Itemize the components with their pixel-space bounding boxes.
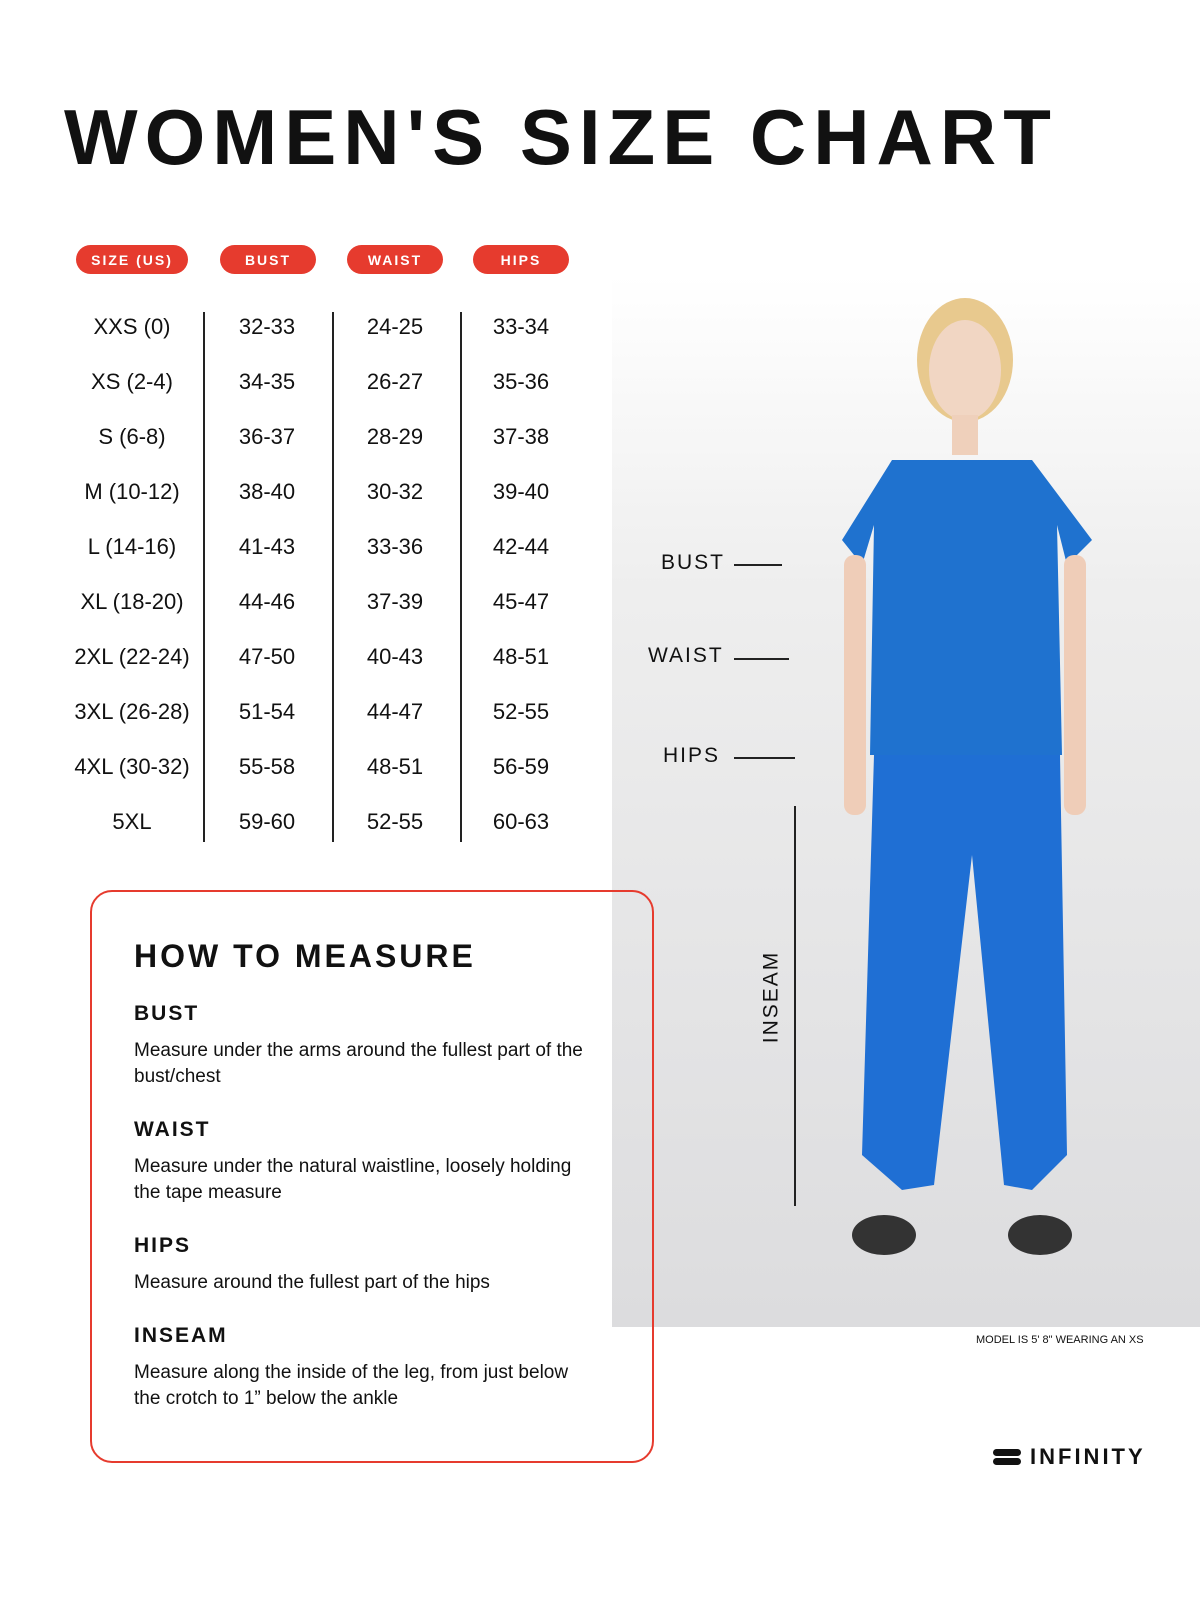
measure-heading: HIPS	[134, 1234, 192, 1257]
table-cell: 28-29	[366, 424, 424, 449]
table-cell: 2XL (22-24)	[74, 644, 190, 669]
table-cell: 51-54	[238, 699, 296, 724]
table-cell: XS (2-4)	[91, 369, 173, 394]
table-cell: XL (18-20)	[80, 589, 184, 614]
table-cell: 34-35	[238, 369, 296, 394]
page-title: WOMEN'S SIZE CHART	[64, 93, 1058, 181]
table-cell: 5XL	[112, 809, 152, 834]
table-cell: 36-37	[238, 424, 296, 449]
header-hips: HIPS	[473, 245, 569, 274]
measure-hips: HIPS Measure around the fullest part of t…	[134, 1234, 594, 1296]
table-cell: 35-36	[492, 369, 550, 394]
table-cell: 48-51	[492, 644, 550, 669]
measure-heading: WAIST	[134, 1118, 211, 1141]
measure-bust: BUST Measure under the arms around the fu…	[134, 1002, 594, 1090]
infinity-logo-icon	[993, 1449, 1021, 1465]
table-cell: 45-47	[492, 589, 550, 614]
header-bust: BUST	[220, 245, 316, 274]
table-cell: 4XL (30-32)	[74, 754, 190, 779]
table-cell: 47-50	[238, 644, 296, 669]
how-to-measure-title: HOW TO MEASURE	[134, 938, 476, 974]
hips-column: 33-34 35-36 37-38 39-40 42-44 45-47 48-51 52-55…	[458, 312, 584, 862]
table-cell: 41-43	[238, 534, 296, 559]
table-cell: 39-40	[492, 479, 550, 504]
bust-column: 32-33 34-35 36-37 38-40 41-43 44-46 47-50 51-54…	[204, 312, 330, 862]
table-cell: 37-38	[492, 424, 550, 449]
hips-line	[734, 757, 795, 759]
table-cell: 37-39	[366, 589, 424, 614]
model-photo	[612, 275, 1200, 1327]
header-size: SIZE (US)	[76, 245, 188, 274]
bust-line	[734, 564, 782, 566]
table-cell: 24-25	[366, 314, 424, 339]
bust-label: BUST	[661, 551, 726, 574]
measure-text: Measure along the inside of the leg, fro…	[134, 1362, 569, 1409]
waist-label: WAIST	[648, 644, 724, 667]
waist-column: 24-25 26-27 28-29 30-32 33-36 37-39 40-43 44-47…	[332, 312, 458, 862]
table-cell: XXS (0)	[93, 314, 171, 339]
brand-logo: INFINITY	[992, 1444, 1146, 1470]
table-cell: 44-46	[238, 589, 296, 614]
table-cell: 40-43	[366, 644, 424, 669]
table-cell: 59-60	[238, 809, 296, 834]
table-cell: 26-27	[366, 369, 424, 394]
waist-line	[734, 658, 789, 660]
table-cell: 33-34	[492, 314, 550, 339]
table-cell: 52-55	[366, 809, 424, 834]
brand-name: INFINITY	[1030, 1444, 1146, 1469]
table-cell: 55-58	[238, 754, 296, 779]
divider	[332, 312, 334, 842]
table-cell: 52-55	[492, 699, 550, 724]
table-cell: 32-33	[238, 314, 296, 339]
table-cell: S (6-8)	[98, 424, 166, 449]
divider	[203, 312, 205, 842]
table-cell: L (14-16)	[87, 534, 177, 559]
inseam-label: INSEAM	[759, 950, 783, 1044]
table-cell: M (10-12)	[84, 479, 180, 504]
table-cell: 44-47	[366, 699, 424, 724]
table-cell: 42-44	[492, 534, 550, 559]
how-to-measure-box: HOW TO MEASURE BUST Measure under the arm…	[90, 890, 654, 1463]
model-note: MODEL IS 5' 8" WEARING AN XS	[976, 1334, 1144, 1346]
divider	[460, 312, 462, 842]
header-waist: WAIST	[347, 245, 443, 274]
hips-label: HIPS	[663, 744, 721, 767]
measure-waist: WAIST Measure under the natural waistline…	[134, 1118, 594, 1206]
measure-inseam: INSEAM Measure along the inside of the le…	[134, 1324, 594, 1412]
table-cell: 60-63	[492, 809, 550, 834]
table-cell: 56-59	[492, 754, 550, 779]
measure-text: Measure under the arms around the fulles…	[134, 1040, 583, 1087]
measure-heading: INSEAM	[134, 1324, 228, 1347]
measure-heading: BUST	[134, 1002, 200, 1025]
table-cell: 30-32	[366, 479, 424, 504]
table-cell: 3XL (26-28)	[74, 699, 190, 724]
measure-text: Measure under the natural waistline, loo…	[134, 1156, 572, 1203]
size-column: XXS (0) XS (2-4) S (6-8) M (10-12) L (14-16)…	[69, 312, 195, 862]
table-cell: 33-36	[366, 534, 424, 559]
measure-text: Measure around the fullest part of the h…	[134, 1272, 490, 1293]
table-cell: 38-40	[238, 479, 296, 504]
table-cell: 48-51	[366, 754, 424, 779]
inseam-line	[794, 806, 796, 1206]
